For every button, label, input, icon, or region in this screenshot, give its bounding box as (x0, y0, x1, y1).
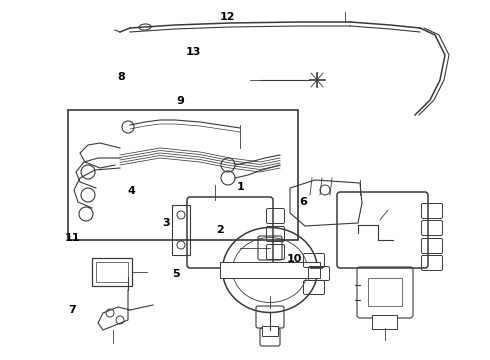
Text: 12: 12 (220, 12, 236, 22)
Text: 2: 2 (216, 225, 223, 235)
Text: 1: 1 (236, 182, 244, 192)
Text: 10: 10 (286, 254, 302, 264)
Text: 7: 7 (69, 305, 76, 315)
Bar (372, 315, 397, 329)
Text: 13: 13 (186, 47, 201, 57)
Bar (68, 110, 298, 240)
Text: 6: 6 (299, 197, 307, 207)
Text: 3: 3 (163, 218, 171, 228)
Bar (96, 262, 128, 282)
Text: 9: 9 (176, 96, 184, 106)
Bar (262, 326, 278, 336)
Bar (92, 258, 132, 286)
Bar (220, 262, 320, 278)
Text: 8: 8 (118, 72, 125, 82)
Text: 4: 4 (127, 186, 135, 196)
Text: 5: 5 (172, 269, 180, 279)
Bar (368, 278, 402, 306)
Text: 11: 11 (65, 233, 80, 243)
